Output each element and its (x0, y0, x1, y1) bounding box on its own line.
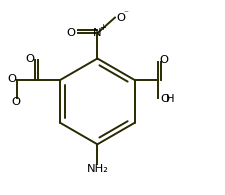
Text: H: H (166, 94, 174, 105)
Text: ⁻: ⁻ (123, 9, 128, 18)
Text: N: N (93, 28, 101, 38)
Text: O: O (66, 28, 75, 38)
Text: O: O (159, 55, 168, 66)
Text: O: O (25, 53, 34, 64)
Text: O: O (116, 12, 125, 23)
Text: O: O (7, 74, 16, 84)
Text: O: O (12, 97, 21, 107)
Text: NH₂: NH₂ (86, 164, 108, 174)
Text: +: + (99, 23, 106, 32)
Text: O: O (160, 94, 169, 105)
